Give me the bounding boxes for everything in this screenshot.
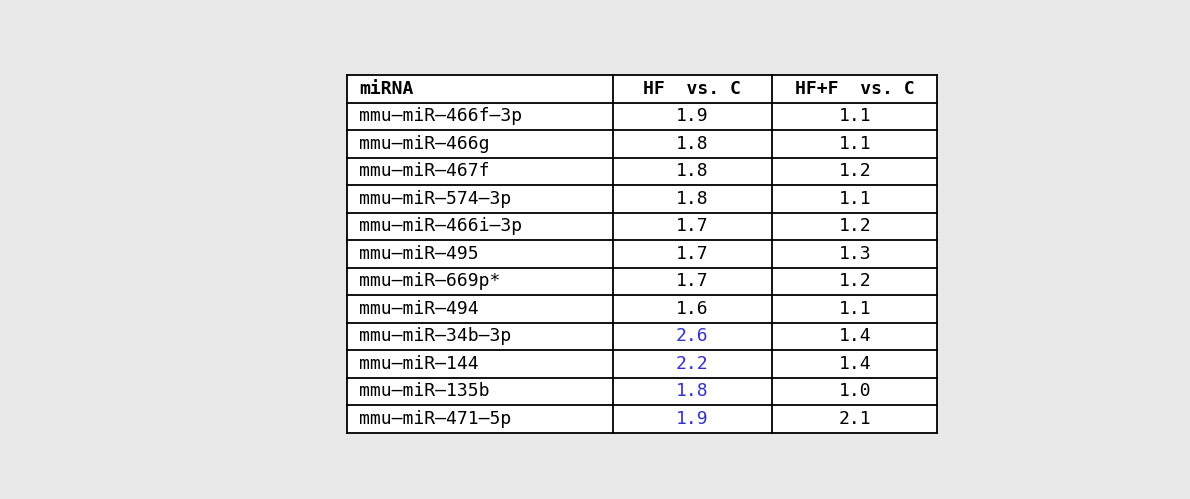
Text: 1.4: 1.4: [838, 355, 871, 373]
Text: HF+F  vs. C: HF+F vs. C: [795, 80, 914, 98]
Text: mmu–miR–467f: mmu–miR–467f: [359, 163, 489, 181]
Text: 1.9: 1.9: [676, 410, 708, 428]
Text: 1.7: 1.7: [676, 272, 708, 290]
Text: miRNA: miRNA: [359, 80, 413, 98]
Text: 2.1: 2.1: [838, 410, 871, 428]
Text: 1.0: 1.0: [838, 382, 871, 400]
Text: mmu–miR–144: mmu–miR–144: [359, 355, 478, 373]
Text: 1.8: 1.8: [676, 135, 708, 153]
Text: 1.4: 1.4: [838, 327, 871, 345]
Text: 1.7: 1.7: [676, 245, 708, 263]
Text: mmu–miR–669p*: mmu–miR–669p*: [359, 272, 501, 290]
Text: 1.1: 1.1: [838, 300, 871, 318]
Text: 1.3: 1.3: [838, 245, 871, 263]
Text: mmu–miR–471–5p: mmu–miR–471–5p: [359, 410, 512, 428]
Text: 1.8: 1.8: [676, 163, 708, 181]
Text: mmu–miR–574–3p: mmu–miR–574–3p: [359, 190, 512, 208]
Text: HF  vs. C: HF vs. C: [644, 80, 741, 98]
Text: 2.2: 2.2: [676, 355, 708, 373]
Text: mmu–miR–494: mmu–miR–494: [359, 300, 478, 318]
Text: 1.2: 1.2: [838, 218, 871, 236]
Text: mmu–miR–466f–3p: mmu–miR–466f–3p: [359, 107, 522, 125]
Text: 1.9: 1.9: [676, 107, 708, 125]
Text: 1.8: 1.8: [676, 190, 708, 208]
Text: 1.2: 1.2: [838, 163, 871, 181]
Text: 1.1: 1.1: [838, 190, 871, 208]
Text: 1.8: 1.8: [676, 382, 708, 400]
Bar: [347, 75, 938, 433]
Text: mmu–miR–135b: mmu–miR–135b: [359, 382, 489, 400]
Text: 1.6: 1.6: [676, 300, 708, 318]
Text: 1.7: 1.7: [676, 218, 708, 236]
Text: mmu–miR–466i–3p: mmu–miR–466i–3p: [359, 218, 522, 236]
Text: mmu–miR–466g: mmu–miR–466g: [359, 135, 489, 153]
Text: 1.2: 1.2: [838, 272, 871, 290]
Text: mmu–miR–34b–3p: mmu–miR–34b–3p: [359, 327, 512, 345]
Text: 2.6: 2.6: [676, 327, 708, 345]
Text: 1.1: 1.1: [838, 135, 871, 153]
Text: 1.1: 1.1: [838, 107, 871, 125]
Text: mmu–miR–495: mmu–miR–495: [359, 245, 478, 263]
